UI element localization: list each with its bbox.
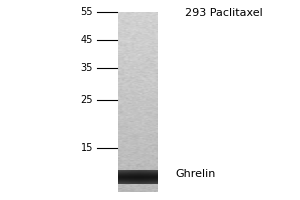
Text: 55: 55 bbox=[80, 7, 93, 17]
Text: 45: 45 bbox=[81, 35, 93, 45]
Text: 35: 35 bbox=[81, 63, 93, 73]
Text: 293 Paclitaxel: 293 Paclitaxel bbox=[185, 8, 263, 18]
Text: Ghrelin: Ghrelin bbox=[175, 169, 215, 179]
Text: 25: 25 bbox=[80, 95, 93, 105]
Text: 15: 15 bbox=[81, 143, 93, 153]
